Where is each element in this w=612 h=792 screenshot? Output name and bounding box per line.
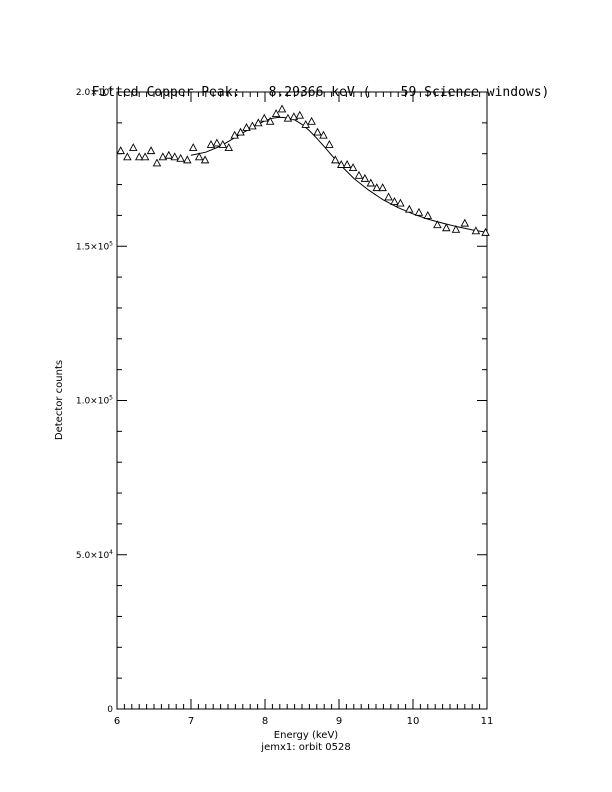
data-point xyxy=(230,130,239,139)
data-point xyxy=(336,160,346,168)
data-point xyxy=(206,139,216,148)
data-point xyxy=(248,121,257,130)
data-point xyxy=(194,152,204,161)
data-point xyxy=(218,139,228,148)
data-point xyxy=(414,207,424,216)
data-point xyxy=(319,130,328,139)
title-energy: 8.29366 keV ( xyxy=(253,70,371,100)
data-point xyxy=(471,226,481,235)
data-point xyxy=(254,118,263,127)
title-energy-value: 8.29366 keV ( xyxy=(268,85,371,100)
title-windows: 59 Science windows) xyxy=(385,70,550,100)
data-point xyxy=(295,110,305,119)
data-point xyxy=(354,170,364,179)
x-tick-label: 7 xyxy=(188,716,194,727)
y-tick-label: 0 xyxy=(107,705,113,715)
y-tick-label: 1.5×105 xyxy=(76,240,113,252)
data-point xyxy=(378,183,387,192)
data-point xyxy=(307,116,316,125)
data-point xyxy=(164,150,174,159)
data-point xyxy=(242,123,251,131)
data-point xyxy=(224,143,233,151)
data-point xyxy=(481,227,490,236)
y-axis-label: Detector counts xyxy=(54,360,65,440)
data-point xyxy=(372,183,381,192)
data-point xyxy=(176,153,185,162)
data-point xyxy=(271,109,281,118)
chart-title: Fitted Copper Peak: xyxy=(76,70,241,100)
x-tick-label: 11 xyxy=(481,716,494,727)
data-point xyxy=(236,127,245,136)
data-point xyxy=(396,198,405,207)
plot-frame xyxy=(116,91,488,710)
data-point xyxy=(460,218,470,227)
plot-subtitle: jemx1: orbit 0528 xyxy=(261,742,351,753)
data-point xyxy=(423,210,433,219)
data-point xyxy=(140,152,150,161)
axes-layer: 6 7 8 9 10 11 0 5.0×104 1.0×105 1.5×105 2.0×105 xyxy=(76,86,494,727)
x-tick-label: 6 xyxy=(114,716,120,727)
data-point xyxy=(146,146,156,155)
data-point xyxy=(384,192,393,201)
x-tick-label: 10 xyxy=(407,716,420,727)
data-point xyxy=(212,138,222,147)
data-point xyxy=(129,143,138,151)
y-tick-label: 5.0×104 xyxy=(76,549,113,561)
data-point xyxy=(123,152,132,161)
x-axis-label: Energy (keV) xyxy=(273,730,339,741)
data-point xyxy=(366,178,376,187)
data-point xyxy=(360,173,370,182)
data-point xyxy=(405,204,414,213)
y-tick-label: 1.0×105 xyxy=(76,395,113,407)
x-tick-label: 8 xyxy=(262,716,268,727)
data-points-layer xyxy=(116,104,490,236)
data-point xyxy=(183,155,192,164)
y-tick-label: 2.0×105 xyxy=(76,86,113,98)
data-point xyxy=(188,143,198,151)
data-point xyxy=(342,160,352,168)
data-point xyxy=(200,155,210,164)
data-point xyxy=(325,139,334,148)
data-point xyxy=(301,119,310,128)
data-point xyxy=(313,127,322,136)
data-point xyxy=(289,112,299,121)
data-point xyxy=(348,163,358,172)
title-label: Fitted Copper Peak: xyxy=(91,85,241,100)
data-point xyxy=(451,224,461,233)
data-point xyxy=(158,152,168,161)
data-point xyxy=(170,152,179,161)
data-point xyxy=(265,116,275,125)
data-point xyxy=(433,220,442,229)
data-point xyxy=(331,155,340,164)
data-point xyxy=(442,223,451,232)
data-point xyxy=(277,104,287,113)
data-point xyxy=(390,197,399,205)
data-point xyxy=(134,152,144,161)
x-tick-label: 9 xyxy=(336,716,342,727)
data-point xyxy=(116,146,125,155)
data-point xyxy=(260,113,269,122)
data-point xyxy=(283,113,293,122)
title-windows-count: 59 Science windows) xyxy=(400,85,550,100)
data-point xyxy=(152,158,162,167)
